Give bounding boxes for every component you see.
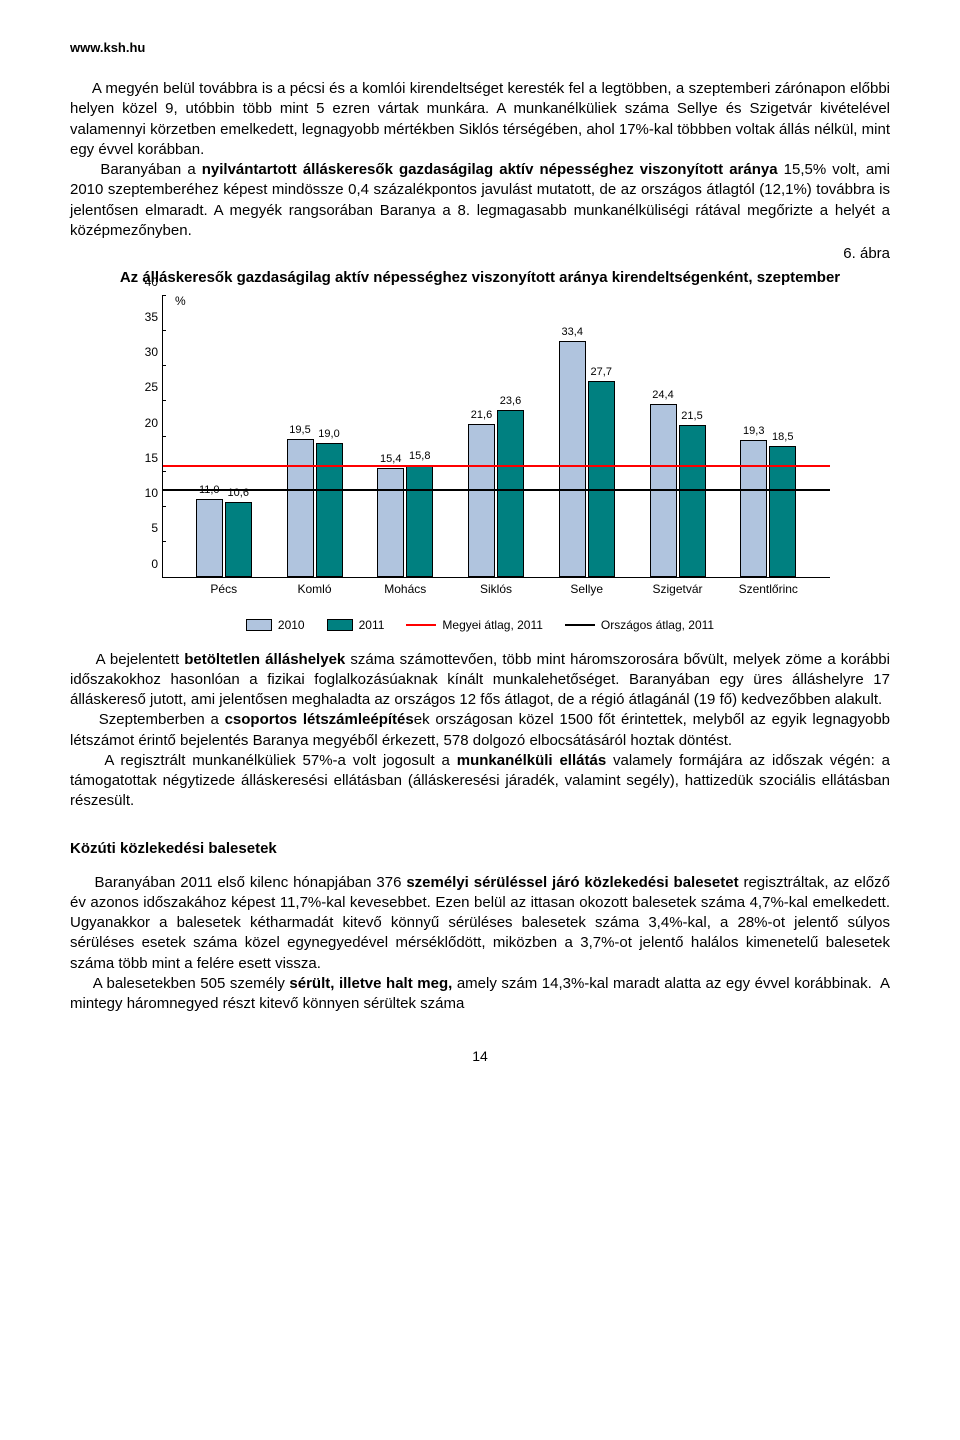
bar-group: 19,318,5: [740, 440, 796, 576]
legend-2011: 2011: [327, 618, 385, 632]
paragraph-6: Baranyában 2011 első kilenc hónapjában 3…: [70, 873, 890, 974]
p5-run1: A regisztrált munkanélküliek 57%-a volt …: [70, 752, 457, 769]
bar-value-label: 15,8: [409, 450, 430, 462]
bar-value-label: 15,4: [380, 453, 401, 465]
p4-bold1: csoportos létszámleépítés: [225, 711, 414, 728]
bar-value-label: 27,7: [591, 366, 612, 378]
paragraph-2: Baranyában a nyilvántartott álláskeresők…: [70, 160, 890, 241]
y-tick-label: 0: [151, 557, 158, 571]
p6-run1: Baranyában 2011 első kilenc hónapjában 3…: [70, 874, 406, 891]
legend-label-orszagos: Országos átlag, 2011: [601, 618, 714, 632]
legend-orszagos: Országos átlag, 2011: [565, 618, 714, 632]
bar-2010: 33,4: [559, 341, 586, 576]
p7-run1: A balesetekben 505 személy: [70, 975, 289, 992]
paragraph-4: Szeptemberben a csoportos létszámleépíté…: [70, 710, 890, 751]
x-axis-labels: Pécs Komló Mohács Siklós Sellye Szigetvár Szen…: [162, 582, 830, 600]
bar-group: 19,519,0: [287, 439, 343, 576]
bar-value-label: 23,6: [500, 395, 521, 407]
bar-2011: 15,8: [406, 465, 433, 576]
p4-run1: Szeptemberben a: [70, 711, 225, 728]
legend-label-2011: 2011: [359, 618, 385, 632]
p3-run1: A bejelentett: [70, 651, 184, 668]
chart-title: Az álláskeresők gazdaságilag aktív népes…: [70, 268, 890, 288]
y-tick-label: 20: [145, 416, 158, 430]
y-tick-label: 30: [145, 345, 158, 359]
bar-value-label: 18,5: [772, 431, 793, 443]
legend-2010: 2010: [246, 618, 305, 632]
bar-value-label: 19,5: [289, 424, 310, 436]
p6-bold1: személyi sérüléssel járó közlekedési bal…: [406, 874, 738, 891]
x-tick-label: Pécs: [210, 582, 237, 596]
y-tick-label: 5: [151, 521, 158, 535]
bar-2011: 10,6: [225, 502, 252, 577]
bar-value-label: 24,4: [652, 389, 673, 401]
line-swatch-megyei: [406, 624, 436, 626]
reference-line: [163, 465, 830, 467]
bar-2011: 27,7: [588, 381, 615, 576]
y-tick-label: 25: [145, 380, 158, 394]
bar-2010: 19,3: [740, 440, 767, 576]
percent-label: %: [175, 294, 186, 308]
x-tick-label: Siklós: [480, 582, 512, 596]
bar-2011: 23,6: [497, 410, 524, 576]
legend-megyei: Megyei átlag, 2011: [406, 618, 543, 632]
paragraph-1: A megyén belül továbbra is a pécsi és a …: [70, 79, 890, 160]
bar-value-label: 21,5: [681, 410, 702, 422]
paragraph-3: A bejelentett betöltetlen álláshelyek sz…: [70, 650, 890, 711]
legend-label-2010: 2010: [278, 618, 305, 632]
bar-2011: 21,5: [679, 425, 706, 577]
p2-run1: Baranyában a: [70, 161, 202, 178]
bar-group: 15,415,8: [377, 465, 433, 576]
y-axis: 0510152025303540: [130, 296, 162, 578]
figure-number: 6. ábra: [70, 245, 890, 262]
x-tick-label: Szigetvár: [652, 582, 702, 596]
paragraph-7: A balesetekben 505 személy sérült, illet…: [70, 974, 890, 1015]
section-heading: Közúti közlekedési balesetek: [70, 840, 890, 857]
x-tick-label: Sellye: [570, 582, 603, 596]
bar-value-label: 33,4: [562, 326, 583, 338]
header-url: www.ksh.hu: [70, 40, 890, 55]
page-number: 14: [70, 1048, 890, 1064]
y-tick-label: 40: [145, 275, 158, 289]
bar-value-label: 21,6: [471, 409, 492, 421]
p7-bold1: sérült, illetve halt meg,: [289, 975, 452, 992]
paragraph-5: A regisztrált munkanélküliek 57%-a volt …: [70, 751, 890, 812]
bar-group: 33,427,7: [559, 341, 615, 576]
x-tick-label: Mohács: [384, 582, 426, 596]
bar-value-label: 19,0: [318, 428, 339, 440]
x-tick-label: Szentlőrinc: [739, 582, 798, 596]
bar-2010: 19,5: [287, 439, 314, 576]
plot-area: % 11,010,619,519,015,415,821,623,633,427…: [162, 296, 830, 578]
chart-legend: 2010 2011 Megyei átlag, 2011 Országos át…: [130, 618, 830, 632]
bar-2010: 21,6: [468, 424, 495, 576]
p5-bold1: munkanélküli ellátás: [457, 752, 606, 769]
legend-label-megyei: Megyei átlag, 2011: [442, 618, 543, 632]
bar-group: 21,623,6: [468, 410, 524, 576]
x-tick-label: Komló: [297, 582, 331, 596]
bar-value-label: 19,3: [743, 425, 764, 437]
y-tick-label: 10: [145, 486, 158, 500]
bar-2010: 11,0: [196, 499, 223, 577]
reference-line: [163, 489, 830, 491]
y-tick-label: 15: [145, 451, 158, 465]
line-swatch-orszagos: [565, 624, 595, 626]
p2-bold: nyilvántartott álláskeresők gazdaságilag…: [202, 161, 778, 178]
chart-container: 0510152025303540 % 11,010,619,519,015,41…: [130, 296, 830, 632]
p3-bold1: betöltetlen álláshelyek: [184, 651, 345, 668]
bar-2010: 15,4: [377, 468, 404, 577]
y-tick-label: 35: [145, 310, 158, 324]
swatch-2010: [246, 619, 272, 631]
bar-group: 11,010,6: [196, 499, 252, 577]
swatch-2011: [327, 619, 353, 631]
bar-2011: 19,0: [316, 443, 343, 577]
